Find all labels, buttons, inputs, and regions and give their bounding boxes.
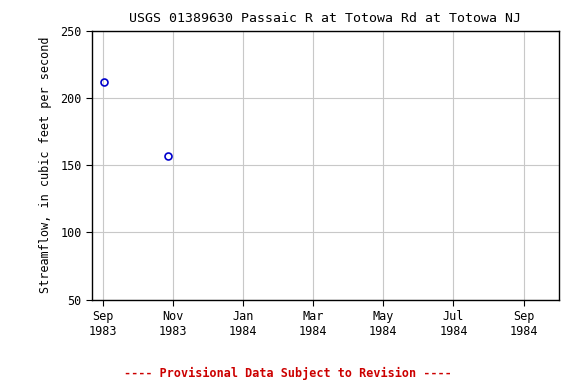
Text: ---- Provisional Data Subject to Revision ----: ---- Provisional Data Subject to Revisio… — [124, 367, 452, 380]
Y-axis label: Streamflow, in cubic feet per second: Streamflow, in cubic feet per second — [39, 37, 52, 293]
Title: USGS 01389630 Passaic R at Totowa Rd at Totowa NJ: USGS 01389630 Passaic R at Totowa Rd at … — [130, 12, 521, 25]
